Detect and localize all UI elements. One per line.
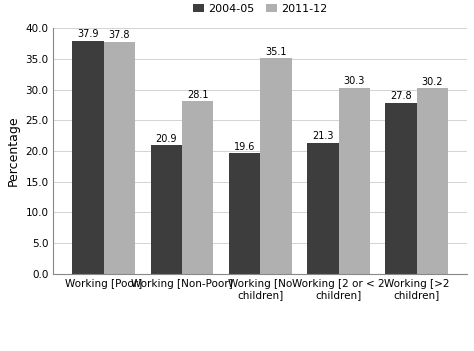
Y-axis label: Percentage: Percentage	[7, 115, 20, 186]
Text: 21.3: 21.3	[312, 131, 334, 141]
Bar	[182, 101, 213, 274]
Text: 20.9: 20.9	[155, 134, 177, 144]
Text: 30.3: 30.3	[344, 76, 365, 86]
Text: 30.2: 30.2	[422, 77, 443, 87]
Text: 19.6: 19.6	[234, 142, 255, 152]
Text: 37.9: 37.9	[77, 29, 99, 39]
Bar	[260, 58, 292, 274]
Text: 37.8: 37.8	[109, 30, 130, 40]
Bar	[151, 145, 182, 274]
Text: 28.1: 28.1	[187, 90, 209, 100]
Bar	[417, 88, 448, 274]
Bar	[229, 153, 260, 274]
Bar	[73, 41, 104, 274]
Text: 35.1: 35.1	[265, 47, 287, 57]
Bar	[307, 143, 338, 274]
Bar	[338, 88, 370, 274]
Text: 27.8: 27.8	[390, 92, 412, 101]
Legend: 2004-05, 2011-12: 2004-05, 2011-12	[189, 0, 332, 18]
Bar	[104, 41, 135, 274]
Bar	[385, 103, 417, 274]
